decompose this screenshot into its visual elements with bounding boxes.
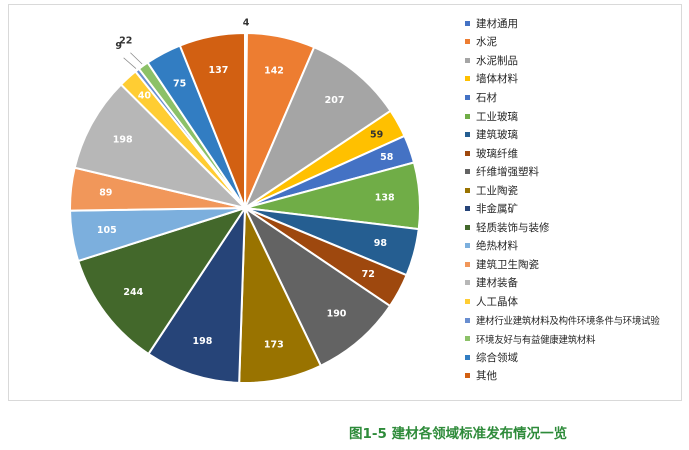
chart-frame: 4 142 207 59 58 138 98 72 190 173 198 244 105 89 198 40… <box>8 4 682 401</box>
legend-swatch <box>465 20 470 26</box>
pie-value-label-11: 198 <box>193 336 213 347</box>
legend-item-16: 人工晶体 <box>465 292 689 311</box>
legend-label: 环境友好与有益健康建筑材料 <box>476 334 596 346</box>
legend: 建材通用水泥水泥制品墙体材料石材工业玻璃建筑玻璃玻璃纤维纤维增强塑料 工业陶瓷非金… <box>465 14 689 385</box>
legend-label: 建筑卫生陶瓷 <box>476 258 539 271</box>
pie-value-label-8: 72 <box>362 269 375 280</box>
legend-item-1: 建材通用 <box>465 14 689 33</box>
legend-swatch <box>465 150 470 156</box>
legend-swatch <box>465 187 470 193</box>
legend-swatch <box>465 336 470 342</box>
legend-label: 水泥 <box>476 36 497 49</box>
legend-label: 综合领域 <box>476 351 518 364</box>
legend-item-9: 纤维增强塑料 <box>465 162 689 181</box>
pie-slice-3 <box>242 45 392 211</box>
chart-caption: 图1-5 建材各领域标准发布情况一览 <box>349 426 568 442</box>
legend-item-4: 墙体材料 <box>465 70 689 89</box>
legend-item-15: 建材装备 <box>465 274 689 293</box>
legend-swatch <box>465 298 470 304</box>
legend-swatch <box>465 317 470 323</box>
pie-value-label-16: 40 <box>138 91 152 102</box>
legend-swatch <box>465 94 470 100</box>
legend-swatch <box>465 354 470 360</box>
pie-value-label-2: 142 <box>264 66 284 77</box>
pie-value-label-9: 190 <box>327 308 347 319</box>
pie-value-label-4: 59 <box>370 130 383 141</box>
pie-value-label-17: 9 <box>115 41 122 52</box>
pie-value-label-14: 89 <box>99 187 112 198</box>
legend-label: 玻璃纤维 <box>476 147 518 160</box>
legend-swatch <box>465 280 470 286</box>
legend-label: 其他 <box>476 370 497 383</box>
legend-swatch <box>465 113 470 119</box>
legend-label: 建材装备 <box>476 277 518 290</box>
legend-label: 水泥制品 <box>476 54 518 67</box>
pie-value-label-13: 105 <box>97 225 117 236</box>
pie-slice-12 <box>76 206 248 356</box>
legend-item-18: 环境友好与有益健康建筑材料 <box>465 329 689 348</box>
legend-swatch <box>465 57 470 63</box>
legend-item-19: 综合领域 <box>465 348 689 367</box>
leader-line-18 <box>130 52 143 65</box>
pie-value-label-20: 137 <box>209 65 229 76</box>
legend-item-20: 其他 <box>465 366 689 385</box>
legend-label: 建材行业建筑材料及构件环境条件与环境试验 <box>476 316 660 328</box>
pie-value-label-7: 98 <box>374 238 388 249</box>
pie-value-label-15: 198 <box>113 134 133 145</box>
legend-label: 建材通用 <box>476 17 518 30</box>
pie-slice-20 <box>178 31 246 209</box>
legend-swatch <box>465 206 470 212</box>
legend-label: 墙体材料 <box>476 73 518 86</box>
legend-swatch <box>465 76 470 82</box>
legend-label: 纤维增强塑料 <box>476 166 539 179</box>
legend-item-11: 非金属矿 <box>465 199 689 218</box>
legend-item-3: 水泥制品 <box>465 51 689 70</box>
legend-label: 石材 <box>476 91 497 104</box>
pie-value-label-3: 207 <box>325 95 345 106</box>
legend-label: 非金属矿 <box>476 203 518 216</box>
legend-item-13: 绝热材料 <box>465 237 689 256</box>
legend-label: 工业陶瓷 <box>476 184 518 197</box>
legend-label: 轻质装饰与装修 <box>476 221 550 234</box>
legend-swatch <box>465 261 470 267</box>
pie-value-label-10: 173 <box>264 340 284 351</box>
legend-swatch <box>465 132 470 138</box>
leader-line-17 <box>123 57 137 69</box>
legend-swatch <box>465 243 470 249</box>
pie-slice-15 <box>73 83 249 210</box>
legend-item-2: 水泥 <box>465 33 689 52</box>
pie-slice-11 <box>147 204 247 384</box>
legend-label: 绝热材料 <box>476 240 518 253</box>
legend-item-5: 石材 <box>465 88 689 107</box>
legend-item-8: 玻璃纤维 <box>465 144 689 163</box>
legend-swatch <box>465 169 470 175</box>
pie-value-label-1: 4 <box>243 18 250 29</box>
pie-value-label-12: 244 <box>123 287 143 298</box>
legend-item-12: 轻质装饰与装修 <box>465 218 689 237</box>
legend-item-14: 建筑卫生陶瓷 <box>465 255 689 274</box>
pie-value-label-18: 22 <box>119 36 132 47</box>
pie-chart: 4 142 207 59 58 138 98 72 190 173 198 244 105 89 198 40… <box>69 18 421 384</box>
legend-swatch <box>465 224 470 230</box>
pie-slice-9 <box>242 205 392 368</box>
legend-swatch <box>465 373 470 379</box>
pie-value-label-5: 58 <box>380 152 394 163</box>
legend-item-6: 工业玻璃 <box>465 107 689 126</box>
legend-label: 人工晶体 <box>476 295 518 308</box>
legend-item-17: 建材行业建筑材料及构件环境条件与环境试验 <box>465 311 689 330</box>
pie-value-label-19: 75 <box>173 79 186 90</box>
pie-value-label-6: 138 <box>375 193 395 204</box>
legend-swatch <box>465 39 470 45</box>
legend-label: 建筑玻璃 <box>476 129 518 142</box>
legend-item-7: 建筑玻璃 <box>465 125 689 144</box>
legend-item-10: 工业陶瓷 <box>465 181 689 200</box>
legend-label: 工业玻璃 <box>476 110 518 123</box>
